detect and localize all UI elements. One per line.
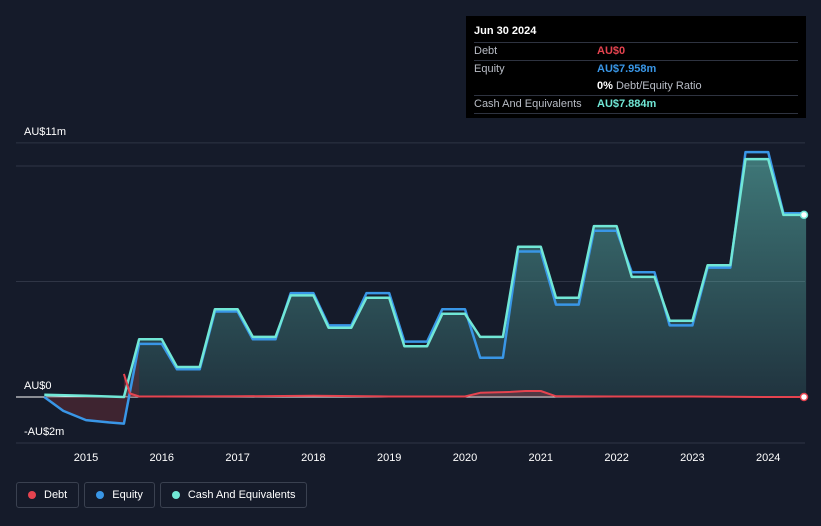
- x-tick-label: 2020: [453, 452, 477, 464]
- y-tick-label: AU$11m: [24, 126, 66, 138]
- tooltip-cash-label: Cash And Equivalents: [474, 98, 582, 110]
- tooltip-row-equity: Equity AU$7.958m: [474, 61, 798, 78]
- tooltip-row-ratio: 0% Debt/Equity Ratio: [474, 78, 798, 96]
- y-axis: AU$11m AU$0 -AU$2m: [24, 126, 66, 438]
- legend-cash-dot-icon: [171, 491, 180, 499]
- x-tick-label: 2019: [377, 452, 401, 464]
- legend-item-cash[interactable]: Cash And Equivalents: [159, 482, 308, 508]
- cash-area: [44, 159, 807, 397]
- y-tick-label: -AU$2m: [24, 426, 64, 438]
- tooltip-debt-label: Debt: [474, 45, 498, 57]
- series-line-equity: [43, 150, 807, 425]
- legend-item-equity[interactable]: Equity: [84, 482, 155, 508]
- series-line-cash: [44, 157, 807, 399]
- series-line-debt: [122, 373, 807, 398]
- legend-debt-dot-icon: [28, 491, 36, 499]
- tooltip-panel: Jun 30 2024 Debt AU$0 Equity AU$7.958m 0…: [466, 16, 806, 118]
- tooltip-row-cash: Cash And Equivalents AU$7.884m: [474, 96, 798, 114]
- x-tick-label: 2023: [680, 452, 704, 464]
- x-axis: 2015 2016 2017 2018 2019 2020 2021 2022 2023 2024: [74, 452, 781, 464]
- tooltip-cash-value: AU$7.884m: [597, 98, 657, 110]
- debt-end-point: [799, 392, 809, 402]
- tooltip-date: Jun 30 2024: [474, 24, 798, 43]
- series-layer: [43, 150, 809, 425]
- tooltip-debt-value: AU$0: [597, 45, 626, 57]
- x-tick-label: 2021: [529, 452, 553, 464]
- legend-debt-label: Debt: [44, 489, 68, 501]
- legend-equity-label: Equity: [112, 489, 143, 501]
- cash-end-point: [799, 210, 809, 220]
- x-tick-label: 2022: [604, 452, 628, 464]
- tooltip-ratio-label: Debt/Equity Ratio: [615, 80, 702, 92]
- legend-equity-dot-icon: [96, 491, 105, 499]
- tooltip-ratio: 0% Debt/Equity Ratio: [597, 78, 702, 95]
- chart-legend: Debt Equity Cash And Equivalents: [16, 482, 308, 510]
- x-tick-label: 2017: [225, 452, 249, 464]
- legend-cash-label: Cash And Equivalents: [187, 489, 296, 501]
- tooltip-row-debt: Debt AU$0: [474, 43, 798, 61]
- y-tick-label: AU$0: [24, 380, 52, 392]
- negative-equity-area: [44, 343, 140, 424]
- tooltip-equity-label: Equity: [474, 63, 505, 75]
- legend-item-debt[interactable]: Debt: [16, 482, 80, 508]
- x-tick-label: 2015: [74, 452, 98, 464]
- gridlines: [16, 142, 805, 444]
- tooltip-equity-value: AU$7.958m: [597, 63, 657, 75]
- x-tick-label: 2024: [756, 452, 780, 464]
- x-tick-label: 2016: [150, 452, 174, 464]
- x-tick-label: 2018: [301, 452, 325, 464]
- tooltip-ratio-value: 0%: [597, 80, 613, 92]
